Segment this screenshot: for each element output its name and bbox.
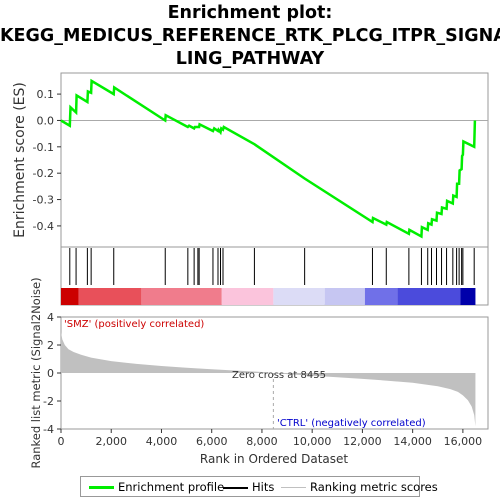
legend-item-ranking-metric: Ranking metric scores — [281, 480, 438, 494]
es-panel-frame — [60, 72, 489, 248]
es-y-tick-label: -0.4 — [33, 220, 54, 233]
rank-color-bar — [61, 288, 476, 305]
legend: Enrichment profile Hits Ranking metric s… — [80, 476, 438, 497]
metric-area — [61, 332, 476, 427]
hits-swatch — [223, 486, 248, 489]
enrichment-profile-line — [60, 78, 477, 239]
metric-panel: 4 2 0 -2 -4 0 2,000 4,000 6,000 8,000 10,000 12,00… — [29, 277, 489, 469]
es-y-ticks: 0.1 0.0 -0.1 -0.2 -0.3 -0.4 — [33, 88, 61, 233]
title-line-2: KEGG_MEDICUS_REFERENCE_RTK_PLCG_ITPR_SIG… — [0, 26, 500, 46]
x-tick-label: 16,000 — [444, 435, 483, 448]
color-band — [273, 288, 325, 305]
negative-correlation-label: 'CTRL' (negatively correlated) — [277, 418, 426, 429]
color-band — [61, 288, 79, 305]
positive-correlation-label: 'SMZ' (positively correlated) — [64, 319, 204, 330]
legend-label-ranking-metric: Ranking metric scores — [310, 480, 438, 494]
es-y-axis-label: Enrichment score (ES) — [12, 82, 28, 238]
color-band — [78, 288, 142, 305]
x-axis-label: Rank in Ordered Dataset — [200, 452, 348, 466]
x-tick-label: 2,000 — [95, 435, 127, 448]
metric-y-tick-label: 2 — [47, 339, 54, 352]
chart-title: Enrichment plot: KEGG_MEDICUS_REFERENCE_… — [0, 2, 500, 71]
enrichment-profile-swatch — [89, 486, 114, 489]
color-band — [221, 288, 274, 305]
color-band — [364, 288, 398, 305]
es-y-tick-label: -0.1 — [33, 141, 54, 154]
x-tick-label: 4,000 — [146, 435, 178, 448]
zero-cross-label: Zero cross at 8455 — [232, 370, 326, 381]
x-tick-label: 8,000 — [246, 435, 278, 448]
metric-y-tick-label: 4 — [47, 311, 54, 324]
metric-y-axis-label: Ranked list metric (Signal2Noise) — [29, 277, 43, 468]
legend-label-enrichment-profile: Enrichment profile — [118, 480, 225, 494]
es-panel: 0.1 0.0 -0.1 -0.2 -0.3 -0.4 Enrichment score … — [12, 72, 489, 248]
color-band — [324, 288, 365, 305]
es-y-tick-label: -0.2 — [33, 167, 54, 180]
es-y-tick-label: 0.1 — [37, 88, 55, 101]
color-band — [460, 288, 476, 305]
x-tick-label: 0 — [58, 435, 65, 448]
x-tick-label: 14,000 — [393, 435, 432, 448]
legend-item-hits: Hits — [223, 480, 274, 494]
hit-lines — [69, 248, 475, 285]
es-y-tick-label: 0.0 — [37, 114, 55, 127]
metric-y-ticks: 4 2 0 -2 -4 — [43, 311, 61, 436]
es-y-tick-label: -0.3 — [33, 194, 54, 207]
legend-item-enrichment-profile: Enrichment profile — [89, 480, 224, 494]
title-line-1: Enrichment plot: — [167, 3, 333, 23]
metric-y-tick-label: 0 — [47, 367, 54, 380]
hits-panel — [60, 246, 489, 306]
metric-y-tick-label: -4 — [43, 423, 54, 436]
color-band — [141, 288, 222, 305]
x-tick-label: 12,000 — [343, 435, 382, 448]
x-tick-label: 6,000 — [196, 435, 228, 448]
x-tick-label: 10,000 — [293, 435, 332, 448]
color-band — [397, 288, 461, 305]
metric-x-ticks: 0 2,000 4,000 6,000 8,000 10,000 12,000 14,000 1… — [58, 429, 483, 448]
title-line-3: LING_PATHWAY — [175, 49, 325, 69]
metric-y-tick-label: -2 — [43, 395, 54, 408]
legend-label-hits: Hits — [252, 480, 275, 494]
ranking-metric-swatch — [281, 487, 306, 488]
